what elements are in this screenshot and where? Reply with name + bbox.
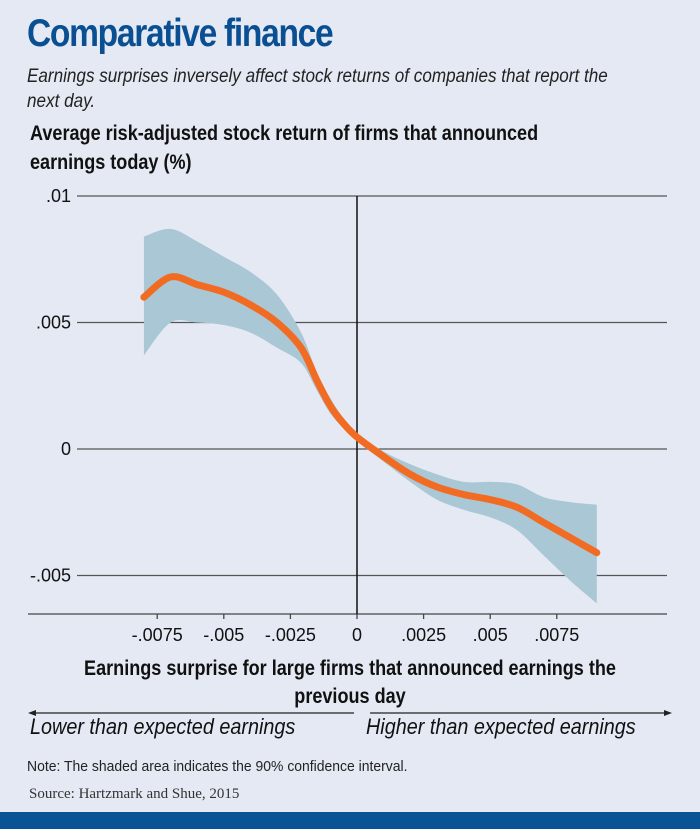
- direction-label-higher: Higher than expected earnings: [366, 714, 636, 739]
- y-axis-title: Average risk-adjusted stock return of fi…: [30, 122, 539, 174]
- x-tick-label: -.005: [203, 625, 244, 645]
- y-tick-label: -.005: [30, 566, 71, 586]
- x-tick-label: .005: [473, 625, 508, 645]
- confidence-band-layer: [143, 228, 597, 604]
- footnote: Note: The shaded area indicates the 90% …: [27, 758, 408, 775]
- x-tick-label: -.0025: [265, 625, 316, 645]
- x-axis-title: Earnings surprise for large firms that a…: [84, 657, 616, 708]
- bottom-brand-bar: [0, 812, 700, 829]
- series-line-layer: [140, 273, 601, 557]
- y-tick-label: .01: [46, 186, 71, 206]
- x-tick-label: -.0075: [132, 625, 183, 645]
- x-tick-label: .0075: [534, 625, 579, 645]
- chart-title: Comparative finance: [27, 12, 334, 55]
- x-tick-label: .0025: [401, 625, 446, 645]
- axes: [28, 196, 667, 619]
- series-line: [140, 273, 601, 557]
- arrow-right-head: [664, 710, 672, 716]
- direction-arrows: [28, 710, 672, 716]
- x-tick-label: 0: [352, 625, 362, 645]
- chart-subtitle: Earnings surprises inversely affect stoc…: [27, 66, 608, 112]
- y-tick-label: 0: [61, 439, 71, 459]
- tick-labels: .01 .005 0 -.005 -.0075 -.005 -.0025 0 .0025 .005…: [30, 186, 579, 645]
- confidence-band: [143, 228, 597, 604]
- direction-label-lower: Lower than expected earnings: [30, 714, 296, 739]
- y-tick-label: .005: [36, 313, 71, 333]
- source-credit: Source: Hartzmark and Shue, 2015: [29, 786, 240, 802]
- arrow-left-head: [28, 710, 36, 716]
